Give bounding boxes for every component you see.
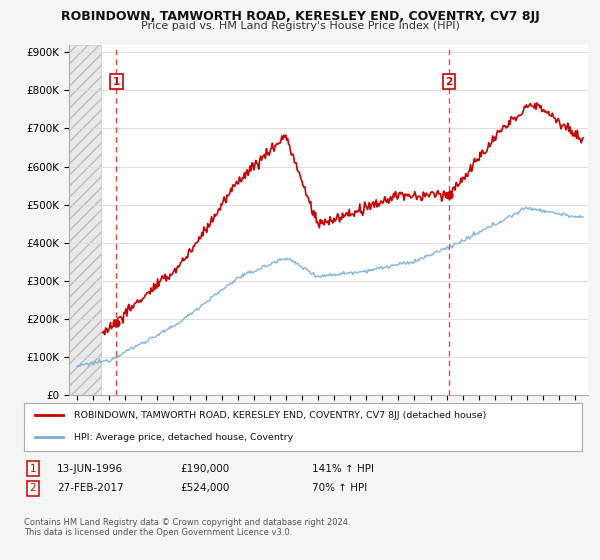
Text: 1: 1 — [29, 464, 37, 474]
Text: 2: 2 — [445, 77, 452, 87]
Bar — [69, 45, 101, 395]
Text: ROBINDOWN, TAMWORTH ROAD, KERESLEY END, COVENTRY, CV7 8JJ (detached house): ROBINDOWN, TAMWORTH ROAD, KERESLEY END, … — [74, 410, 487, 419]
Text: 27-FEB-2017: 27-FEB-2017 — [57, 483, 124, 493]
Text: 70% ↑ HPI: 70% ↑ HPI — [312, 483, 367, 493]
Text: £524,000: £524,000 — [180, 483, 229, 493]
Text: HPI: Average price, detached house, Coventry: HPI: Average price, detached house, Cove… — [74, 433, 293, 442]
Text: 141% ↑ HPI: 141% ↑ HPI — [312, 464, 374, 474]
Text: 2: 2 — [29, 483, 37, 493]
Text: 1: 1 — [113, 77, 120, 87]
Text: Price paid vs. HM Land Registry's House Price Index (HPI): Price paid vs. HM Land Registry's House … — [140, 21, 460, 31]
Text: 13-JUN-1996: 13-JUN-1996 — [57, 464, 123, 474]
Text: ROBINDOWN, TAMWORTH ROAD, KERESLEY END, COVENTRY, CV7 8JJ: ROBINDOWN, TAMWORTH ROAD, KERESLEY END, … — [61, 10, 539, 22]
Text: Contains HM Land Registry data © Crown copyright and database right 2024.
This d: Contains HM Land Registry data © Crown c… — [24, 518, 350, 538]
Text: £190,000: £190,000 — [180, 464, 229, 474]
